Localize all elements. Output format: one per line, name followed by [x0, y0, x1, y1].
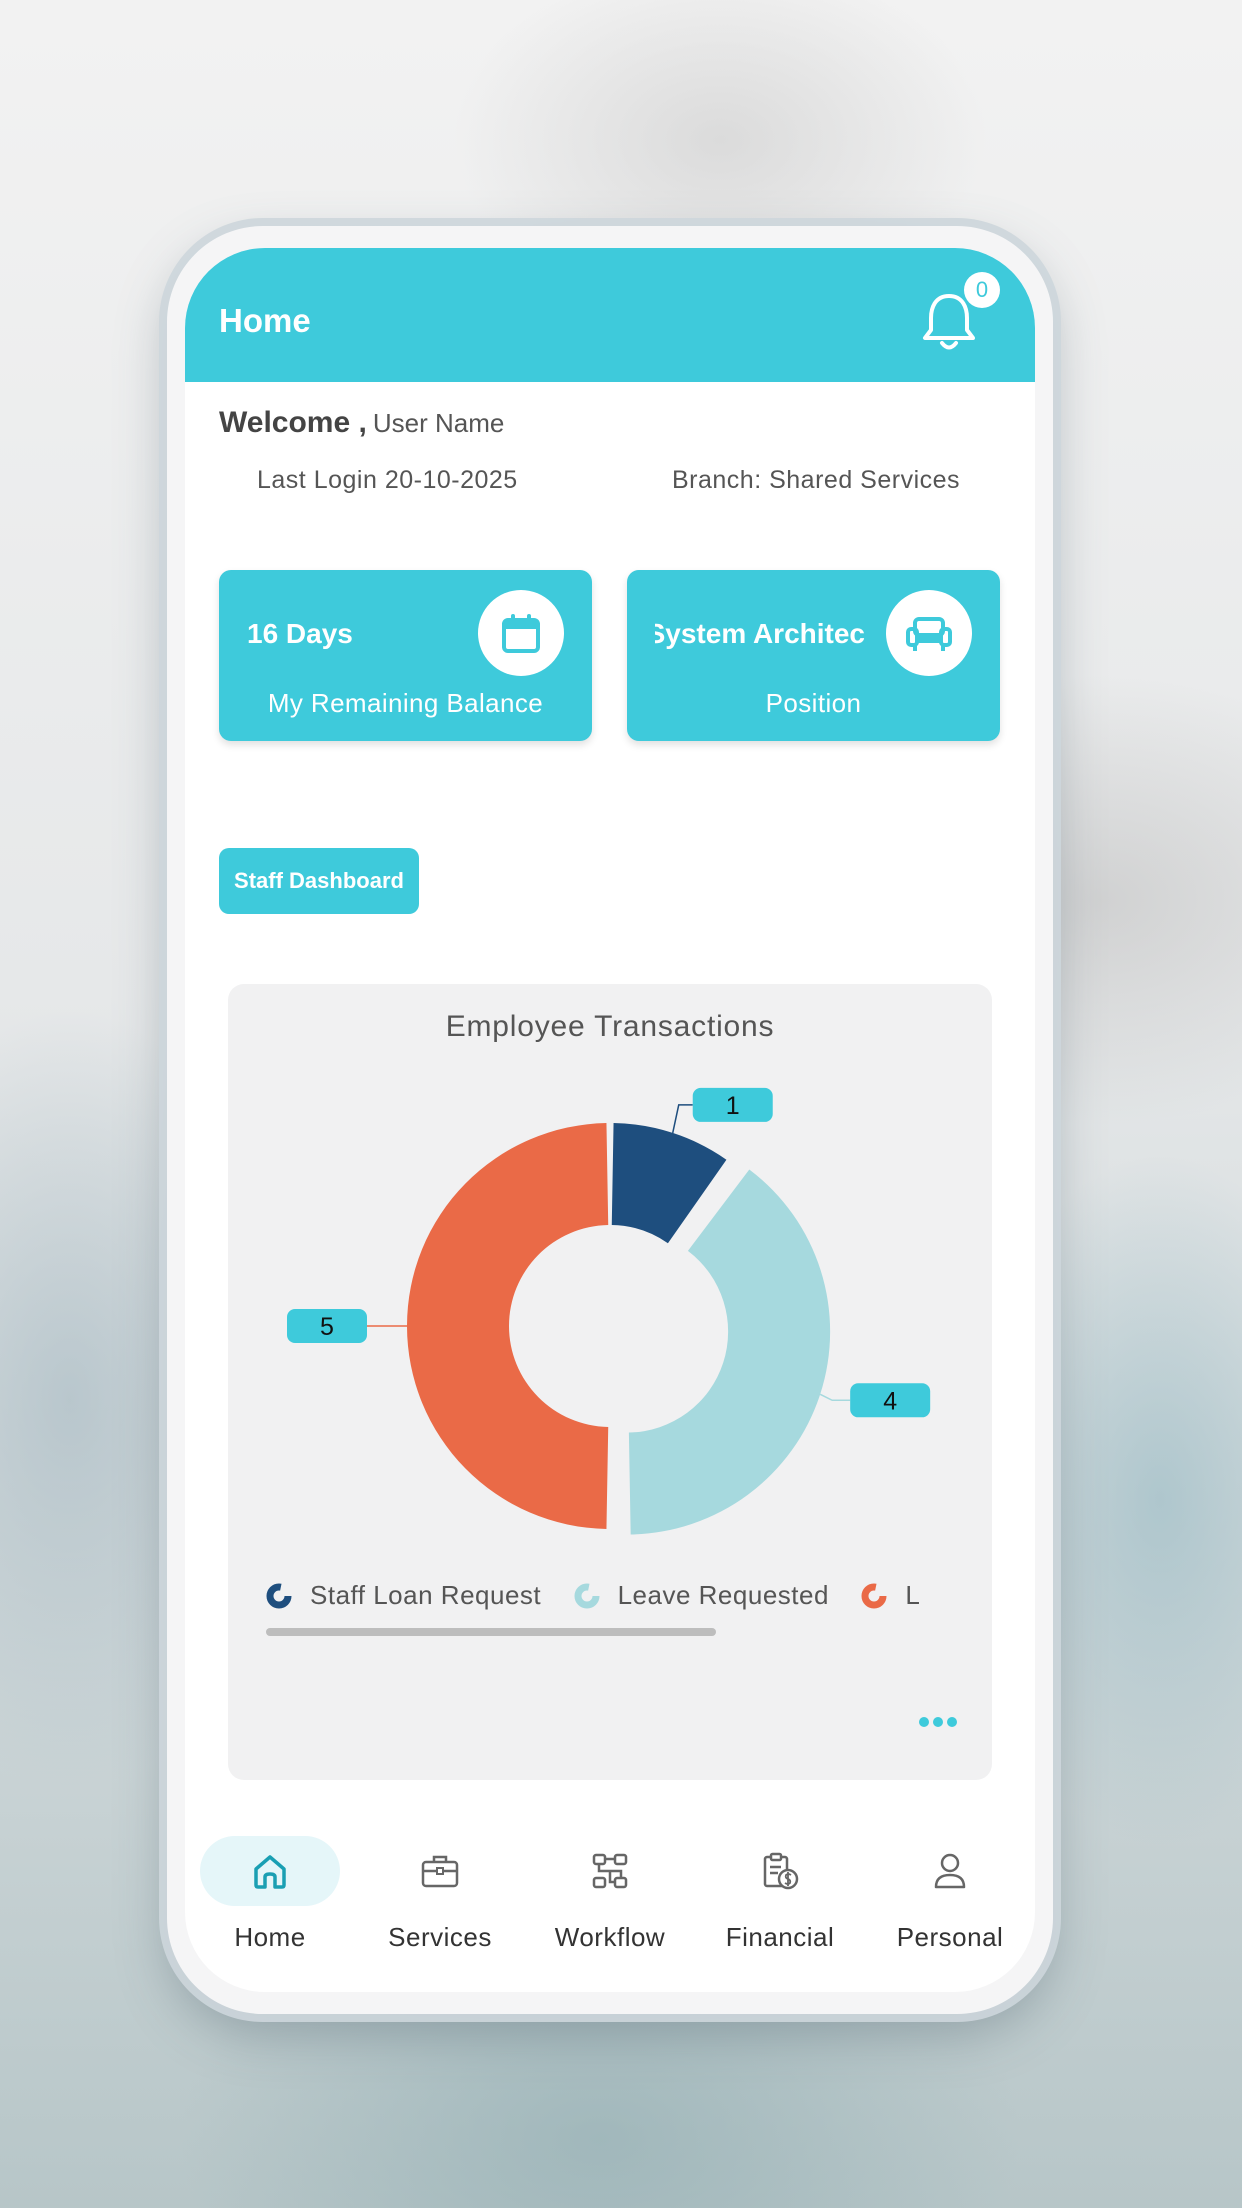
chart-title: Employee Transactions: [445, 1010, 775, 1043]
bottom-navigation: Home Services Workflo: [185, 1836, 1035, 1992]
donut-slice-third[interactable]: [406, 1123, 609, 1529]
position-value-text: IT System Architec: [655, 618, 865, 649]
legend-item-leave-requested[interactable]: Leave Requested: [574, 1580, 829, 1611]
nav-item-personal[interactable]: Personal: [865, 1836, 1035, 1992]
workflow-icon: [592, 1853, 628, 1889]
balance-value: 16 Days: [247, 618, 353, 649]
phone-frame: Home 0 Welcome , User Name Last Login 20-…: [167, 226, 1053, 2014]
data-label-box: [850, 1383, 931, 1418]
legend-item-staff-loan[interactable]: Staff Loan Request: [266, 1580, 541, 1611]
armchair-icon: [886, 590, 972, 676]
person-icon: [934, 1853, 966, 1889]
bell-icon[interactable]: [913, 286, 985, 358]
legend-swatch-icon: [574, 1583, 600, 1608]
nav-active-indicator: [200, 1836, 340, 1906]
more-options-icon[interactable]: [918, 1714, 958, 1730]
legend-item-third[interactable]: L: [861, 1580, 920, 1611]
data-label-connector: [671, 1104, 693, 1134]
legend-label: Leave Requested: [617, 1580, 829, 1610]
data-label-connector: [819, 1393, 851, 1402]
calendar-icon: [478, 590, 564, 676]
employee-transactions-card: Employee Transactions 1 4 5 Staff Loan Req…: [228, 984, 992, 1780]
position-label: Position: [765, 688, 862, 718]
chart-legend[interactable]: Staff Loan Request Leave Requested L: [266, 1580, 956, 1620]
legend-label: Staff Loan Request: [310, 1580, 542, 1610]
nav-label: Personal: [896, 1922, 1004, 1952]
nav-label: Financial: [725, 1922, 835, 1952]
balance-label: My Remaining Balance: [267, 688, 544, 718]
data-label-box: [692, 1087, 773, 1122]
data-label-box: [287, 1309, 367, 1343]
home-icon: [254, 1855, 286, 1889]
app-screen: Home 0 Welcome , User Name Last Login 20-…: [185, 248, 1035, 1992]
nav-label: Home: [234, 1922, 306, 1952]
legend-scrollbar[interactable]: [266, 1628, 716, 1636]
donut-slice-leave-requested[interactable]: [628, 1169, 831, 1535]
nav-item-financial[interactable]: Financial: [695, 1836, 865, 1992]
nav-item-services[interactable]: Services: [355, 1836, 525, 1992]
position-value: IT System Architec: [655, 618, 865, 650]
balance-card[interactable]: 16 Days My Remaining Balance: [219, 570, 592, 741]
staff-dashboard-button[interactable]: Staff Dashboard: [219, 848, 419, 914]
legend-swatch-icon: [861, 1583, 887, 1608]
last-login: Last Login 20-10-2025: [257, 466, 518, 494]
user-name: User Name: [372, 408, 505, 438]
legend-label: L: [905, 1580, 921, 1610]
branch: Branch: Shared Services: [672, 466, 961, 494]
nav-item-workflow[interactable]: Workflow: [525, 1836, 695, 1992]
position-card[interactable]: IT System Architec Position: [627, 570, 1000, 741]
welcome-line: Welcome , User Name: [219, 406, 504, 440]
briefcase-icon: [421, 1855, 459, 1888]
notification-badge: 0: [964, 272, 1000, 308]
nav-label: Workflow: [554, 1922, 666, 1952]
donut-chart: 1 4 5: [287, 1087, 931, 1535]
data-label-third: 5: [320, 1313, 334, 1341]
welcome-greeting: Welcome ,: [219, 406, 367, 439]
data-label-staff-loan: 1: [726, 1092, 740, 1120]
nav-item-home[interactable]: Home: [185, 1836, 355, 1992]
data-label-leave-requested: 4: [883, 1387, 897, 1415]
donut-slice-staff-loan[interactable]: [611, 1123, 727, 1244]
nav-label: Services: [388, 1922, 492, 1952]
legend-swatch-icon: [266, 1583, 292, 1608]
app-bar: Home 0: [185, 248, 1035, 382]
financial-icon: [763, 1852, 799, 1890]
page-title: Home: [219, 302, 311, 339]
